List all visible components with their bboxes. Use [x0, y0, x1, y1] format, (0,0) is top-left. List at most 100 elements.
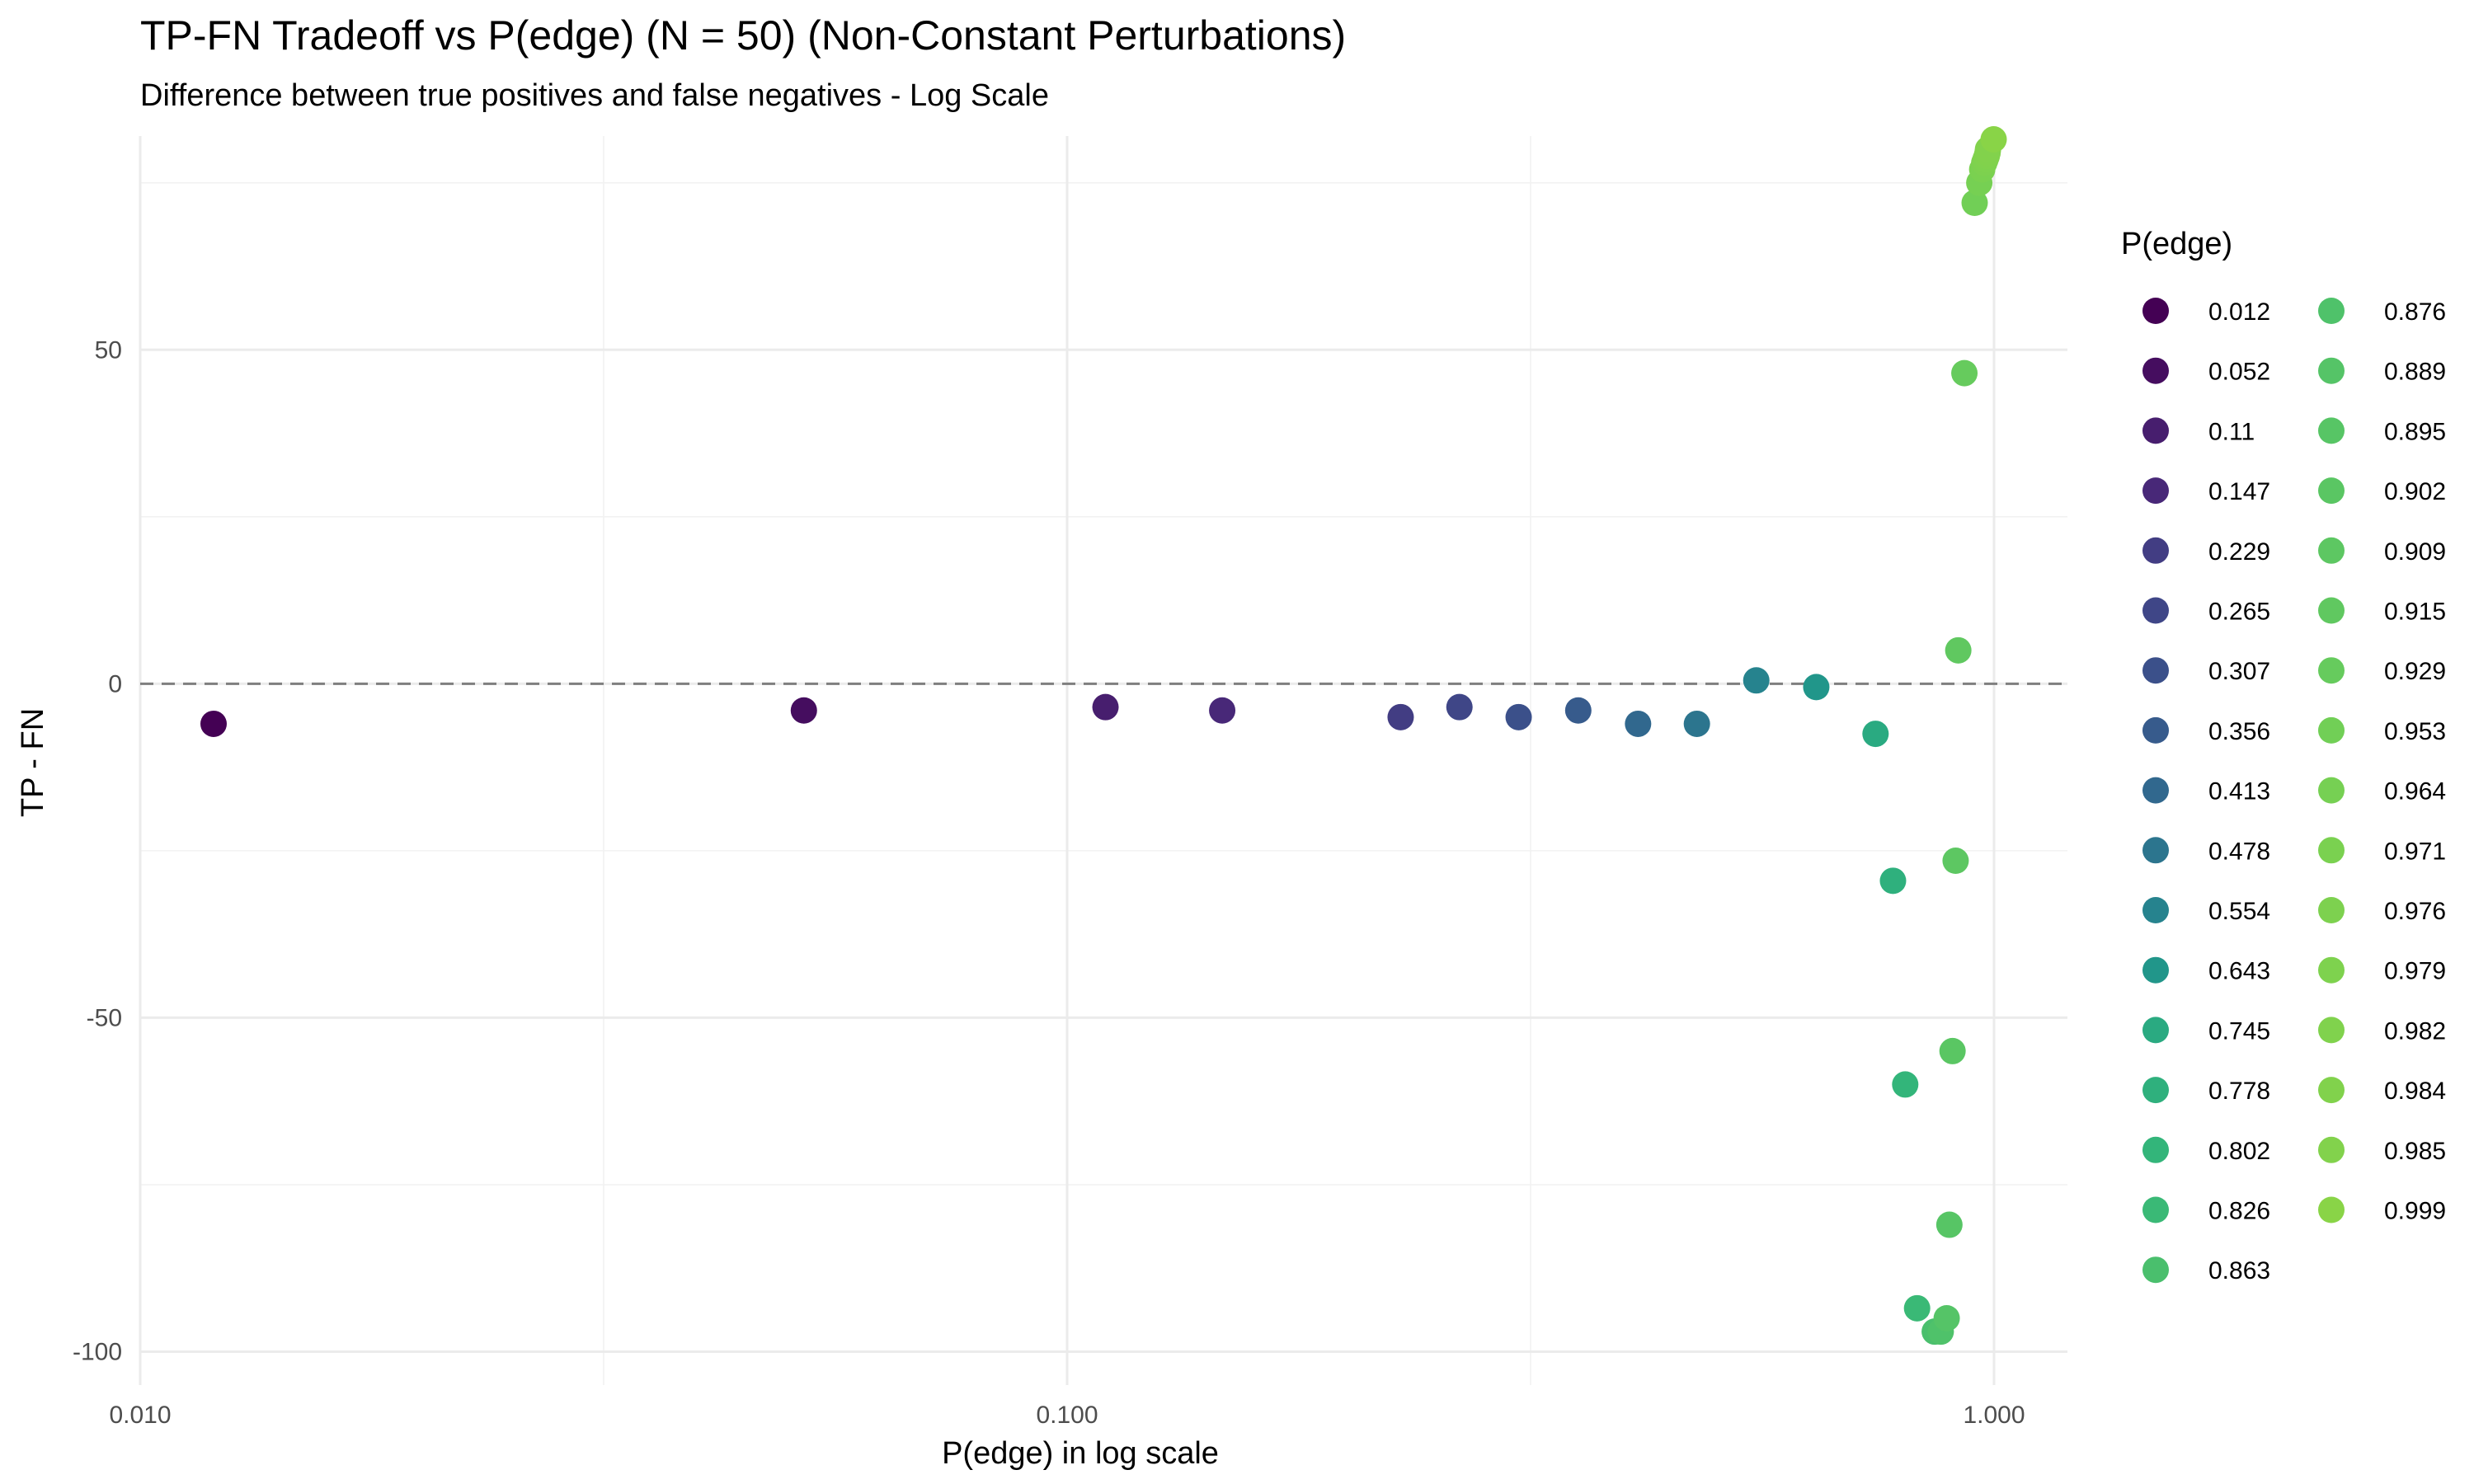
legend-item: 0.984	[2318, 1077, 2446, 1105]
y-tick-label: -100	[73, 1338, 122, 1365]
legend-label: 0.413	[2208, 778, 2270, 805]
legend-item: 0.478	[2142, 837, 2270, 865]
legend-label: 0.976	[2384, 898, 2446, 925]
legend-item: 0.826	[2142, 1196, 2270, 1225]
legend-key	[2142, 1256, 2169, 1284]
legend-key	[2318, 657, 2345, 684]
legend-item: 0.778	[2142, 1077, 2270, 1105]
legend-item: 0.929	[2318, 657, 2446, 685]
legend-item: 0.643	[2142, 956, 2270, 985]
legend-key	[2142, 777, 2169, 804]
legend-key	[2142, 716, 2169, 744]
legend-item: 0.802	[2142, 1136, 2270, 1165]
legend-key	[2318, 417, 2345, 444]
legend-label: 0.985	[2384, 1138, 2446, 1165]
x-tick-label: 0.010	[109, 1402, 171, 1429]
legend-label: 0.11	[2208, 418, 2255, 445]
legend-item: 0.11	[2142, 417, 2255, 445]
legend-item: 0.985	[2318, 1136, 2446, 1165]
data-point	[1743, 667, 1770, 694]
data-point	[1961, 190, 1988, 217]
legend-label: 0.863	[2208, 1257, 2270, 1284]
data-point	[1505, 703, 1532, 730]
legend-label: 0.971	[2384, 838, 2446, 865]
data-points	[200, 126, 2007, 1345]
legend-label: 0.964	[2384, 778, 2446, 805]
legend-key	[2318, 1077, 2345, 1104]
chart-title: TP-FN Tradeoff vs P(edge) (N = 50) (Non-…	[140, 12, 1346, 59]
legend-label: 0.307	[2208, 658, 2270, 685]
legend-key	[2318, 298, 2345, 324]
data-point	[1945, 636, 1972, 664]
legend-key	[2318, 837, 2345, 864]
legend-key	[2318, 1017, 2345, 1044]
legend-item: 0.147	[2142, 477, 2270, 505]
data-point	[1933, 1304, 1960, 1331]
legend-label: 0.979	[2384, 958, 2446, 985]
legend-item: 0.229	[2142, 537, 2270, 566]
legend-key	[2142, 1196, 2169, 1223]
legend: 0.012 0.052 0.11 0.147 0.229 0.265 0.307 0.356 0…	[2142, 298, 2446, 1284]
legend-item: 0.745	[2142, 1017, 2270, 1045]
legend-item: 0.971	[2318, 837, 2446, 865]
legend-item: 0.979	[2318, 956, 2446, 985]
legend-key	[2142, 956, 2169, 984]
legend-item: 0.863	[2142, 1256, 2270, 1284]
legend-label: 0.147	[2208, 478, 2270, 505]
data-point	[1935, 1211, 1963, 1238]
legend-item: 0.356	[2142, 716, 2270, 745]
legend-key	[2142, 537, 2169, 564]
legend-key	[2318, 897, 2345, 923]
legend-label: 0.953	[2384, 718, 2446, 745]
data-point	[1980, 126, 2007, 153]
legend-label: 0.643	[2208, 958, 2270, 985]
data-point	[1564, 697, 1592, 724]
legend-label: 0.984	[2384, 1078, 2446, 1105]
legend-key	[2318, 537, 2345, 564]
y-tick-label: 0	[108, 670, 122, 697]
legend-key	[2318, 1196, 2345, 1223]
x-axis-title: P(edge) in log scale	[942, 1436, 1219, 1471]
legend-label: 0.356	[2208, 718, 2270, 745]
legend-label: 0.052	[2208, 359, 2270, 386]
legend-key	[2318, 1136, 2345, 1163]
data-point	[1092, 693, 1119, 721]
legend-label: 0.889	[2384, 359, 2446, 386]
x-tick-label: 1.000	[1963, 1402, 2025, 1429]
data-point	[1625, 710, 1652, 737]
legend-key	[2142, 657, 2169, 684]
legend-label: 0.554	[2208, 898, 2270, 925]
data-point	[790, 697, 817, 724]
data-point	[1209, 697, 1236, 724]
data-point	[1803, 674, 1830, 701]
legend-label: 0.999	[2384, 1198, 2446, 1225]
y-axis-ticks: -100 -50 0 50	[73, 336, 122, 1365]
data-point	[1951, 359, 1978, 387]
data-point	[1903, 1294, 1931, 1322]
legend-label: 0.478	[2208, 838, 2270, 865]
legend-key	[2142, 417, 2169, 444]
legend-item: 0.307	[2142, 657, 2270, 685]
legend-label: 0.876	[2384, 298, 2446, 326]
legend-item: 0.895	[2318, 417, 2446, 445]
legend-key	[2142, 1017, 2169, 1044]
legend-item: 0.052	[2142, 357, 2270, 386]
legend-label: 0.982	[2384, 1017, 2446, 1045]
legend-item: 0.902	[2318, 477, 2446, 505]
legend-item: 0.554	[2142, 897, 2270, 925]
legend-label: 0.902	[2384, 478, 2446, 505]
y-tick-label: 50	[95, 336, 122, 364]
legend-label: 0.909	[2384, 538, 2446, 566]
legend-key	[2318, 357, 2345, 384]
legend-label: 0.895	[2384, 418, 2446, 445]
x-tick-label: 0.100	[1036, 1402, 1098, 1429]
data-point	[1892, 1071, 1919, 1098]
data-point	[1387, 703, 1414, 730]
data-point	[1862, 721, 1889, 748]
legend-label: 0.915	[2384, 599, 2446, 626]
legend-item: 0.976	[2318, 897, 2446, 925]
legend-item: 0.964	[2318, 777, 2446, 805]
legend-label: 0.802	[2208, 1138, 2270, 1165]
legend-item: 0.982	[2318, 1017, 2446, 1045]
legend-key	[2142, 477, 2169, 505]
